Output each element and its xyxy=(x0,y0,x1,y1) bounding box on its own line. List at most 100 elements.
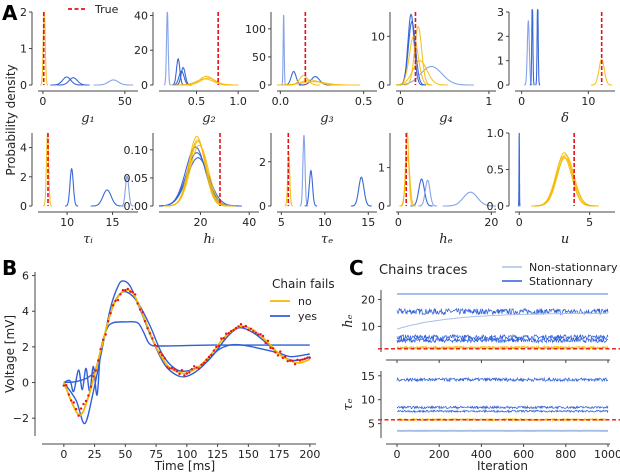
data-point xyxy=(97,359,100,362)
y-tick-label: 20 xyxy=(134,44,148,57)
subplot-tau_i: 0 2 4 10 15 τᵢ xyxy=(20,132,138,247)
data-point xyxy=(229,330,233,333)
data-point xyxy=(77,414,80,417)
y-tick-label: 0 xyxy=(259,79,266,92)
data-point xyxy=(79,407,83,410)
trace-stationary xyxy=(396,376,609,383)
density-fail xyxy=(281,14,286,86)
x-tick-label: 800 xyxy=(555,448,576,461)
y-tick-label: 1 xyxy=(378,162,385,175)
data-point xyxy=(161,354,164,357)
data-point xyxy=(207,355,211,359)
x-axis-label: u xyxy=(561,232,569,247)
data-point xyxy=(239,323,243,326)
data-point xyxy=(247,328,250,332)
density-ok xyxy=(531,155,596,207)
legend-title: Chain fails xyxy=(272,277,335,291)
data-point xyxy=(151,337,154,340)
x-tick-label: 10 xyxy=(581,95,595,108)
x-tick-label: 5 xyxy=(586,216,593,229)
subplot-h_i: 0.00 0.05 0.10 20 40 hᵢ xyxy=(124,133,259,247)
data-point xyxy=(215,345,218,349)
subplot-tau_e: 5 10 15 τₑ 0 200 400 600 800 1000 xyxy=(341,370,620,461)
data-point xyxy=(306,356,309,359)
density-fail xyxy=(299,135,309,207)
density-ok xyxy=(171,78,239,86)
y-tick-label: 0 xyxy=(20,200,27,213)
data-point xyxy=(87,394,90,397)
data-point xyxy=(72,401,75,404)
x-tick-label: 175 xyxy=(269,448,290,461)
y-tick-label: 1 xyxy=(20,43,27,56)
y-axis-label: hₑ xyxy=(341,314,356,327)
density-fail xyxy=(517,132,521,207)
data-point xyxy=(261,334,265,338)
data-point xyxy=(257,333,260,336)
x-axis-label: hₑ xyxy=(439,232,452,247)
subplot-u: 0.0 0.5 1.0 0 5 u xyxy=(487,127,615,247)
data-point xyxy=(212,349,216,352)
data-point xyxy=(138,308,142,311)
y-tick-label: 10 xyxy=(371,30,385,43)
data-point xyxy=(129,290,132,293)
legend-yes-label: yes xyxy=(298,310,317,323)
data-point xyxy=(82,402,85,406)
data-point xyxy=(266,339,270,342)
data-point xyxy=(136,302,139,305)
density-fail xyxy=(350,176,372,207)
subplot-g2: 0 20 40 0.5 1.0 g₂ xyxy=(134,9,259,126)
x-axis-label: hᵢ xyxy=(204,232,215,247)
x-tick-label: 0 xyxy=(397,95,404,108)
data-point xyxy=(188,371,191,374)
data-point xyxy=(92,375,95,378)
y-tick-label: 0 xyxy=(259,200,266,213)
subplot-g3: 0 50 100 0.0 0.5 g₃ xyxy=(245,12,377,126)
density-fail xyxy=(159,146,235,207)
y-tick-label: 0.05 xyxy=(124,172,149,185)
x-tick-label: 150 xyxy=(238,448,259,461)
x-tick-label: 0.5 xyxy=(355,95,373,108)
density-fail xyxy=(163,11,171,86)
x-tick-label: 50 xyxy=(118,448,132,461)
data-point xyxy=(178,372,181,376)
y-tick-label: 2 xyxy=(22,341,29,354)
data-point xyxy=(296,358,299,361)
data-point xyxy=(281,356,284,360)
data-point xyxy=(114,299,117,303)
trace-stationary xyxy=(396,409,609,414)
data-point xyxy=(197,367,201,370)
x-tick-label: 1 xyxy=(485,95,492,108)
x-tick-label: 0 xyxy=(516,216,523,229)
data-point xyxy=(269,346,272,350)
data-point xyxy=(124,289,127,292)
x-tick-label: 0 xyxy=(39,95,46,108)
x-axis-label: Iteration xyxy=(477,459,528,472)
density-fail xyxy=(304,169,318,207)
data-point xyxy=(249,327,252,330)
x-tick-label: 0 xyxy=(394,448,401,461)
data-point xyxy=(271,347,275,350)
density-fail xyxy=(50,76,84,86)
data-point xyxy=(200,363,203,366)
data-point xyxy=(286,360,289,363)
y-tick-label: 0 xyxy=(378,200,385,213)
data-point xyxy=(237,325,240,328)
y-tick-label: 2 xyxy=(20,171,27,184)
panel-label-c: C xyxy=(349,256,364,280)
density-fail xyxy=(93,79,134,86)
data-point xyxy=(244,324,248,328)
data-point xyxy=(143,320,147,323)
y-tick-label: 0 xyxy=(20,79,27,92)
x-tick-label: 0.5 xyxy=(188,95,206,108)
data-point xyxy=(193,365,196,368)
y-tick-label: 50 xyxy=(252,51,266,64)
data-point xyxy=(119,293,122,296)
density-fail xyxy=(529,9,535,86)
data-point xyxy=(158,351,161,354)
y-tick-label: 2 xyxy=(259,156,266,169)
density-fail xyxy=(159,157,242,207)
data-point xyxy=(121,289,125,292)
